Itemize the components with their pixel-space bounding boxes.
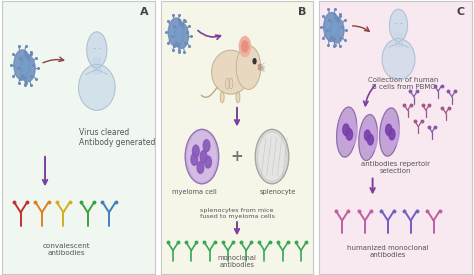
Bar [395,33,402,46]
Circle shape [361,123,377,152]
Text: Collection of human
B cells from PBMC: Collection of human B cells from PBMC [368,76,438,90]
Ellipse shape [380,108,399,156]
Text: convalescent
antibodies: convalescent antibodies [43,243,90,256]
Circle shape [20,55,35,82]
Text: antibodies repertoir
selection: antibodies repertoir selection [361,161,430,174]
Bar [93,58,100,73]
Circle shape [389,129,395,140]
Ellipse shape [220,92,224,103]
Ellipse shape [211,50,250,94]
Circle shape [205,156,211,168]
Text: humanized monoclonal
antibodies: humanized monoclonal antibodies [347,245,428,258]
Circle shape [172,24,181,41]
Ellipse shape [359,115,377,160]
Circle shape [382,116,400,148]
Circle shape [197,161,204,174]
Circle shape [327,18,337,35]
Circle shape [192,145,199,157]
Circle shape [253,59,256,64]
Text: Virus cleared
Antibody generated: Virus cleared Antibody generated [79,128,155,147]
Circle shape [200,151,207,163]
Ellipse shape [79,65,115,110]
Circle shape [239,37,251,56]
Text: B: B [298,7,307,17]
Circle shape [242,41,248,52]
Circle shape [188,132,216,181]
Circle shape [390,9,408,42]
Ellipse shape [337,107,357,157]
Ellipse shape [255,129,289,184]
Circle shape [259,64,261,69]
Circle shape [191,153,198,165]
Text: +: + [231,149,243,164]
Text: C: C [457,7,465,17]
Circle shape [203,140,210,152]
Circle shape [17,56,27,74]
Circle shape [259,133,285,180]
Circle shape [339,116,357,148]
Circle shape [367,134,374,145]
Circle shape [177,28,186,43]
Ellipse shape [229,78,233,89]
Circle shape [386,124,392,135]
Circle shape [365,130,370,141]
Circle shape [174,23,189,48]
Ellipse shape [185,129,219,184]
Text: myeloma cell: myeloma cell [172,189,217,195]
Circle shape [346,129,353,140]
Text: monoclonal
antibodies: monoclonal antibodies [218,255,256,268]
Circle shape [324,13,340,41]
Circle shape [330,18,344,43]
Circle shape [236,46,261,89]
Circle shape [14,50,31,80]
Ellipse shape [236,92,240,103]
Text: A: A [140,7,148,17]
Circle shape [333,23,341,38]
Ellipse shape [226,78,229,89]
Ellipse shape [382,39,415,80]
Circle shape [343,124,349,136]
Text: splenocytes from mice
fused to myeloma cells: splenocytes from mice fused to myeloma c… [200,208,274,219]
Circle shape [168,18,184,47]
Text: splenocyte: splenocyte [260,189,296,195]
Circle shape [87,32,107,68]
Circle shape [23,60,32,76]
